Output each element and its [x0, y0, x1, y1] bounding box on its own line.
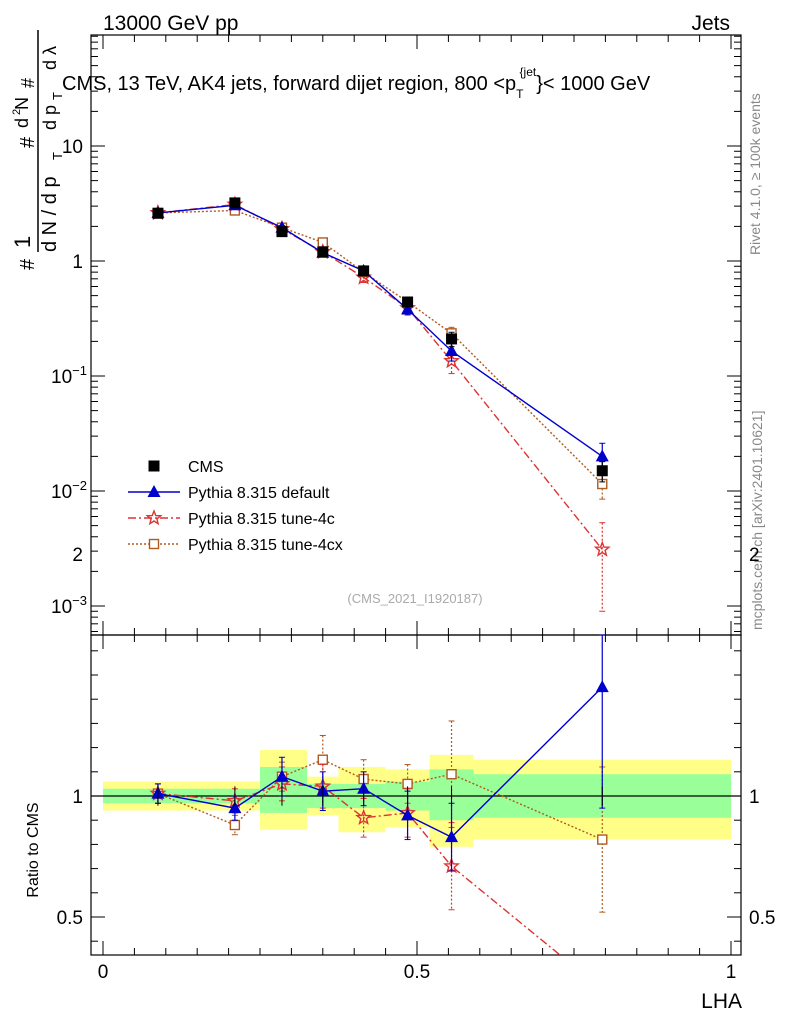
svg-text:d p: d p — [40, 105, 60, 130]
main-pythia-8-315-tune-4c-point — [593, 540, 611, 557]
svg-text:#: # — [18, 78, 38, 88]
energy-label: 13000 GeV pp — [103, 12, 238, 35]
main-cms-point — [402, 296, 414, 308]
svg-text:T: T — [50, 92, 65, 100]
ratio-ytick-label: 2 — [72, 545, 83, 566]
analysis-title-tail: }< 1000 GeV — [536, 73, 651, 95]
main-pythia-8-315-tune-4cx-line — [157, 209, 603, 485]
ratio-panel: 0 0.5 1 0.5 0.5 1 1 2 2 — [57, 545, 776, 983]
main-cms-point — [276, 226, 288, 238]
svg-text:#: # — [17, 136, 39, 148]
main-ytick-label: 1 — [72, 252, 83, 273]
main-pythia-8-315-default-line — [157, 204, 603, 457]
ratio-ytick-label: 1 — [72, 787, 83, 808]
ratio-pythia-8-315-tune-4c-point — [355, 808, 373, 825]
main-ytick-label: 10−1 — [51, 363, 87, 388]
main-pythia-8-315-default-point — [595, 449, 609, 462]
legend-marker — [148, 538, 160, 550]
ratio-pythia-8-315-tune-4cx-point — [446, 769, 457, 780]
ratio-frame — [90, 634, 742, 956]
legend-label: Pythia 8.315 tune-4c — [188, 511, 335, 528]
main-pythia-8-315-default-point — [445, 343, 459, 356]
analysis-title-main: CMS, 13 TeV, AK4 jets, forward dijet reg… — [62, 73, 516, 95]
ratio-ytick-label-right: 1 — [749, 787, 760, 808]
main-y-axis-label: # 1 d N / d p T # d 2 N d p T # d λ — [10, 30, 65, 270]
ratio-xtick-label: 1 — [726, 962, 737, 983]
ratio-xtick-label: 0.5 — [404, 962, 430, 983]
legend-marker — [148, 460, 160, 472]
main-cms-point — [152, 207, 164, 219]
legend-label: Pythia 8.315 tune-4cx — [188, 537, 343, 554]
analysis-title-sup: {jet — [520, 65, 537, 79]
ratio-ytick-label-right: 2 — [749, 545, 760, 566]
legend-label: CMS — [188, 459, 224, 476]
ratio-xtick-label: 0 — [98, 962, 109, 983]
main-ytick-label: 10−3 — [51, 593, 87, 618]
svg-text:d λ: d λ — [40, 46, 60, 70]
analysis-title: CMS, 13 TeV, AK4 jets, forward dijet reg… — [62, 65, 651, 101]
ratio-pythia-8-315-default-line — [157, 686, 603, 838]
ratio-pythia-8-315-tune-4cx-line — [157, 758, 603, 841]
ratio-pythia-8-315-default-point — [275, 769, 289, 782]
main-cms-point — [596, 465, 608, 477]
legend-marker — [145, 509, 163, 526]
main-cms-point — [358, 265, 370, 277]
svg-text:2: 2 — [11, 109, 23, 115]
analysis-id: (CMS_2021_I1920187) — [347, 591, 482, 606]
ratio-pythia-8-315-tune-4cx-point — [317, 754, 328, 765]
legend: CMS Pythia 8.315 default Pythia 8.315 tune… — [128, 459, 343, 554]
ratio-pythia-8-315-default-point — [401, 808, 415, 821]
ratio-pythia-8-315-default-point — [595, 680, 609, 693]
main-ytick-label: 10 — [62, 137, 83, 158]
main-pythia-8-315-default-point — [401, 302, 415, 315]
main-cms-point — [317, 246, 329, 258]
svg-text:#: # — [17, 258, 39, 270]
side-mcplots-label: mcplots.cern.ch [arXiv:2401.10621] — [749, 411, 765, 630]
process-label: Jets — [691, 12, 730, 35]
ratio-y-axis-label: Ratio to CMS — [25, 802, 42, 897]
svg-text:T: T — [50, 152, 65, 160]
ratio-pythia-8-315-tune-4c-line — [157, 783, 562, 955]
main-cms-point — [229, 197, 241, 209]
ratio-pythia-8-315-tune-4cx-point — [597, 834, 608, 845]
svg-text:d N / d p: d N / d p — [39, 176, 61, 252]
ratio-ytick-label: 0.5 — [57, 908, 83, 929]
ratio-ytick-label-right: 0.5 — [749, 908, 775, 929]
legend-marker — [147, 485, 161, 497]
main-panel: 10−3 10−2 10−1 1 10 — [51, 34, 742, 636]
main-pythia-8-315-tune-4c-point — [443, 352, 461, 369]
ratio-pythia-8-315-tune-4cx-point — [229, 819, 241, 831]
svg-text:N: N — [12, 97, 32, 110]
ratio-pythia-8-315-default-point — [228, 801, 242, 814]
analysis-title-sub: T — [516, 87, 524, 101]
main-cms-point — [446, 333, 458, 345]
svg-text:d: d — [12, 118, 32, 128]
side-rivet-label: Rivet 4.1.0, ≥ 100k events — [747, 93, 763, 255]
ratio-pythia-8-315-default-point — [445, 830, 459, 843]
svg-text:1: 1 — [10, 236, 35, 248]
main-ytick-label: 10−2 — [51, 478, 87, 503]
x-axis-label: LHA — [701, 990, 742, 1013]
legend-label: Pythia 8.315 default — [188, 485, 330, 502]
